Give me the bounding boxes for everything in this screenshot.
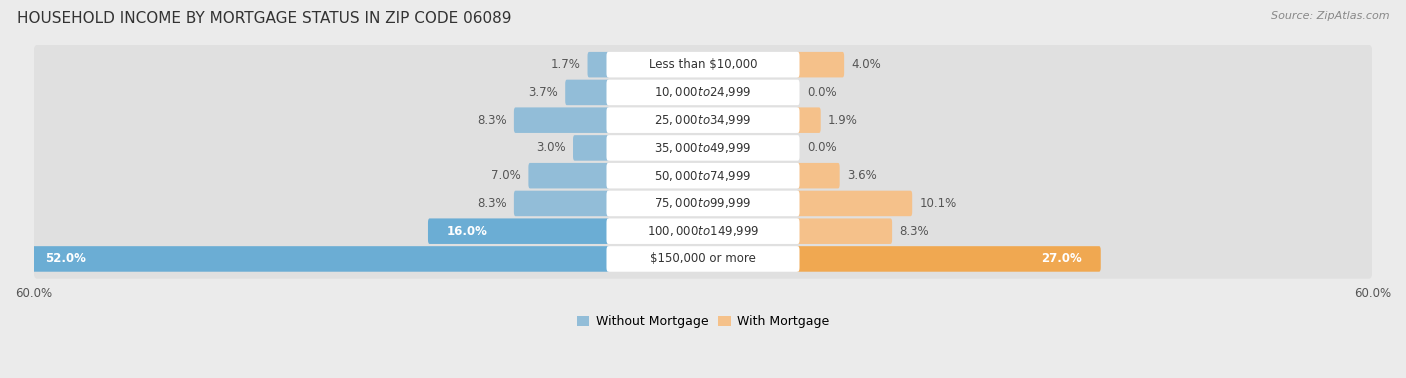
- Text: $50,000 to $74,999: $50,000 to $74,999: [654, 169, 752, 183]
- FancyBboxPatch shape: [796, 52, 844, 77]
- FancyBboxPatch shape: [34, 101, 1372, 140]
- FancyBboxPatch shape: [796, 107, 821, 133]
- Text: 3.0%: 3.0%: [536, 141, 565, 155]
- Text: 8.3%: 8.3%: [477, 114, 506, 127]
- Text: 10.1%: 10.1%: [920, 197, 956, 210]
- Text: HOUSEHOLD INCOME BY MORTGAGE STATUS IN ZIP CODE 06089: HOUSEHOLD INCOME BY MORTGAGE STATUS IN Z…: [17, 11, 512, 26]
- Text: $75,000 to $99,999: $75,000 to $99,999: [654, 197, 752, 211]
- FancyBboxPatch shape: [34, 73, 1372, 112]
- Text: 8.3%: 8.3%: [477, 197, 506, 210]
- Text: 3.7%: 3.7%: [529, 86, 558, 99]
- Text: 1.7%: 1.7%: [550, 58, 581, 71]
- Text: 0.0%: 0.0%: [807, 86, 837, 99]
- FancyBboxPatch shape: [34, 45, 1372, 84]
- FancyBboxPatch shape: [34, 211, 1372, 251]
- Text: $25,000 to $34,999: $25,000 to $34,999: [654, 113, 752, 127]
- Text: 8.3%: 8.3%: [900, 225, 929, 238]
- Text: 4.0%: 4.0%: [852, 58, 882, 71]
- FancyBboxPatch shape: [513, 107, 610, 133]
- FancyBboxPatch shape: [796, 218, 893, 244]
- Text: 52.0%: 52.0%: [45, 253, 86, 265]
- FancyBboxPatch shape: [796, 246, 1101, 272]
- FancyBboxPatch shape: [27, 246, 610, 272]
- FancyBboxPatch shape: [606, 52, 800, 77]
- Text: 16.0%: 16.0%: [446, 225, 488, 238]
- Text: 7.0%: 7.0%: [491, 169, 522, 182]
- FancyBboxPatch shape: [574, 135, 610, 161]
- Text: $100,000 to $149,999: $100,000 to $149,999: [647, 224, 759, 238]
- FancyBboxPatch shape: [34, 128, 1372, 167]
- FancyBboxPatch shape: [588, 52, 610, 77]
- FancyBboxPatch shape: [606, 80, 800, 105]
- FancyBboxPatch shape: [606, 163, 800, 189]
- Text: 0.0%: 0.0%: [807, 141, 837, 155]
- FancyBboxPatch shape: [606, 191, 800, 216]
- FancyBboxPatch shape: [796, 191, 912, 216]
- FancyBboxPatch shape: [34, 156, 1372, 195]
- Text: 27.0%: 27.0%: [1042, 253, 1083, 265]
- FancyBboxPatch shape: [606, 135, 800, 161]
- FancyBboxPatch shape: [606, 246, 800, 272]
- Text: $35,000 to $49,999: $35,000 to $49,999: [654, 141, 752, 155]
- FancyBboxPatch shape: [427, 218, 610, 244]
- Text: Source: ZipAtlas.com: Source: ZipAtlas.com: [1271, 11, 1389, 21]
- FancyBboxPatch shape: [34, 239, 1372, 279]
- Text: Less than $10,000: Less than $10,000: [648, 58, 758, 71]
- Text: $150,000 or more: $150,000 or more: [650, 253, 756, 265]
- Text: 1.9%: 1.9%: [828, 114, 858, 127]
- FancyBboxPatch shape: [513, 191, 610, 216]
- FancyBboxPatch shape: [606, 107, 800, 133]
- Text: 3.6%: 3.6%: [846, 169, 877, 182]
- Legend: Without Mortgage, With Mortgage: Without Mortgage, With Mortgage: [576, 316, 830, 328]
- FancyBboxPatch shape: [529, 163, 610, 189]
- FancyBboxPatch shape: [565, 80, 610, 105]
- Text: $10,000 to $24,999: $10,000 to $24,999: [654, 85, 752, 99]
- FancyBboxPatch shape: [34, 184, 1372, 223]
- FancyBboxPatch shape: [796, 163, 839, 189]
- FancyBboxPatch shape: [606, 218, 800, 244]
